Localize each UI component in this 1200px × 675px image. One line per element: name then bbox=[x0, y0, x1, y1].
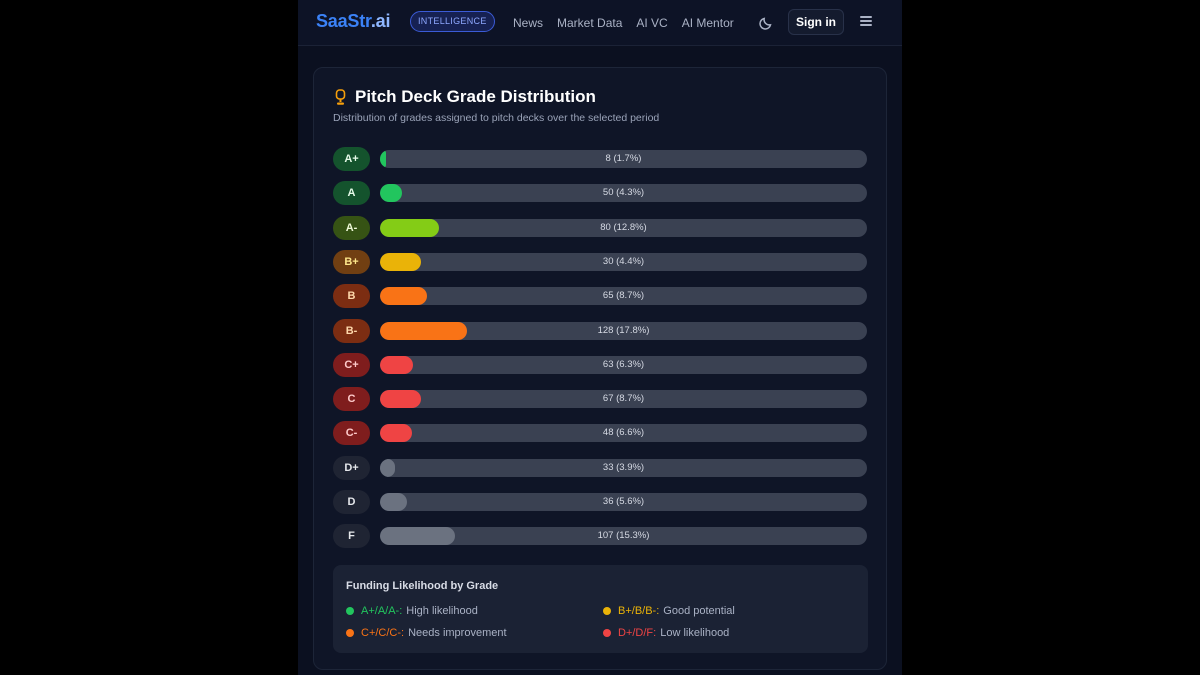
grade-row: B- 128 (17.8%) bbox=[333, 319, 869, 343]
grade-bar-track: 67 (8.7%) bbox=[380, 390, 867, 408]
moon-icon[interactable] bbox=[758, 13, 776, 31]
grade-badge: C bbox=[333, 387, 370, 411]
grade-count-label: 107 (15.3%) bbox=[597, 530, 650, 541]
grade-badge: B- bbox=[333, 319, 370, 343]
grade-row: A- 80 (12.8%) bbox=[333, 216, 869, 240]
grade-count-label: 48 (6.6%) bbox=[602, 427, 645, 438]
grade-bar-track: 33 (3.9%) bbox=[380, 459, 867, 477]
grade-bar-fill bbox=[380, 287, 427, 305]
legend-dot bbox=[346, 607, 354, 615]
grade-count-label: 30 (4.4%) bbox=[602, 256, 645, 267]
nav-link-ai-mentor[interactable]: AI Mentor bbox=[681, 16, 734, 30]
grade-bar-fill bbox=[380, 493, 407, 511]
grade-bar-track: 128 (17.8%) bbox=[380, 322, 867, 340]
legend-grades: C+/C/C-: bbox=[361, 627, 405, 639]
grade-count-label: 65 (8.7%) bbox=[602, 290, 645, 301]
sign-in-button[interactable]: Sign in bbox=[788, 9, 844, 35]
grade-row: B 65 (8.7%) bbox=[333, 284, 869, 308]
grade-bar-track: 48 (6.6%) bbox=[380, 424, 867, 442]
grade-count-label: 80 (12.8%) bbox=[600, 222, 647, 233]
grade-bar-fill bbox=[380, 253, 421, 271]
grade-row: C 67 (8.7%) bbox=[333, 387, 869, 411]
legend-item: D+/D/F: Low likelihood bbox=[603, 627, 729, 639]
hamburger-menu-icon[interactable] bbox=[860, 16, 872, 28]
top-nav: SaaStr.ai INTELLIGENCE News Market Data … bbox=[298, 0, 902, 46]
grade-count-label: 50 (4.3%) bbox=[602, 187, 645, 198]
grade-bar-fill bbox=[380, 527, 455, 545]
grade-bar-track: 80 (12.8%) bbox=[380, 219, 867, 237]
grade-row: C+ 63 (6.3%) bbox=[333, 353, 869, 377]
card-header: Pitch Deck Grade Distribution bbox=[334, 87, 596, 107]
legend-label: High likelihood bbox=[406, 605, 478, 617]
grade-count-label: 36 (5.6%) bbox=[602, 496, 645, 507]
grade-badge: C- bbox=[333, 421, 370, 445]
legend-dot bbox=[346, 629, 354, 637]
grade-bar-fill bbox=[380, 390, 421, 408]
grade-distribution-card: Pitch Deck Grade Distribution Distributi… bbox=[313, 67, 887, 670]
legend-grades: A+/A/A-: bbox=[361, 605, 403, 617]
grade-bar-track: 50 (4.3%) bbox=[380, 184, 867, 202]
grade-bar-fill bbox=[380, 150, 386, 168]
grade-badge: D+ bbox=[333, 456, 370, 480]
legend-item: B+/B/B-: Good potential bbox=[603, 605, 735, 617]
legend-item: A+/A/A-: High likelihood bbox=[346, 605, 478, 617]
legend-item: C+/C/C-: Needs improvement bbox=[346, 627, 507, 639]
nav-link-market-data[interactable]: Market Data bbox=[557, 16, 623, 30]
grade-row: A 50 (4.3%) bbox=[333, 181, 869, 205]
legend-dot bbox=[603, 607, 611, 615]
logo[interactable]: SaaStr.ai bbox=[316, 11, 391, 31]
intelligence-badge: INTELLIGENCE bbox=[410, 11, 495, 32]
grade-badge: C+ bbox=[333, 353, 370, 377]
legend-label: Needs improvement bbox=[408, 627, 507, 639]
grade-row: F 107 (15.3%) bbox=[333, 524, 869, 548]
nav-link-news[interactable]: News bbox=[513, 16, 544, 30]
grade-bar-track: 36 (5.6%) bbox=[380, 493, 867, 511]
grade-row: D+ 33 (3.9%) bbox=[333, 456, 869, 480]
grade-bar-fill bbox=[380, 322, 467, 340]
grade-badge: A+ bbox=[333, 147, 370, 171]
grade-count-label: 63 (6.3%) bbox=[602, 359, 645, 370]
legend-grades: D+/D/F: bbox=[618, 627, 657, 639]
grade-count-label: 128 (17.8%) bbox=[597, 325, 650, 336]
grade-badge: B+ bbox=[333, 250, 370, 274]
grade-count-label: 33 (3.9%) bbox=[602, 462, 645, 473]
legend-label: Low likelihood bbox=[660, 627, 730, 639]
legend-label: Good potential bbox=[663, 605, 735, 617]
grade-bar-fill bbox=[380, 219, 439, 237]
grade-bar-fill bbox=[380, 184, 402, 202]
grade-bar-track: 63 (6.3%) bbox=[380, 356, 867, 374]
grade-bar-track: 8 (1.7%) bbox=[380, 150, 867, 168]
app-window: SaaStr.ai INTELLIGENCE News Market Data … bbox=[298, 0, 902, 675]
grade-bar-fill bbox=[380, 356, 413, 374]
legend-dot bbox=[603, 629, 611, 637]
nav-links: News Market Data AI VC AI Mentor bbox=[513, 16, 734, 30]
legend-title: Funding Likelihood by Grade bbox=[346, 580, 499, 592]
grade-badge: A bbox=[333, 181, 370, 205]
grade-badge: D bbox=[333, 490, 370, 514]
grade-badge: B bbox=[333, 284, 370, 308]
card-title: Pitch Deck Grade Distribution bbox=[355, 87, 596, 106]
nav-link-ai-vc[interactable]: AI VC bbox=[636, 16, 668, 30]
grade-bar-track: 30 (4.4%) bbox=[380, 253, 867, 271]
grade-row: A+ 8 (1.7%) bbox=[333, 147, 869, 171]
grade-bar-fill bbox=[380, 424, 412, 442]
card-subtitle: Distribution of grades assigned to pitch… bbox=[333, 112, 660, 124]
grade-row: C- 48 (6.6%) bbox=[333, 421, 869, 445]
legend-grades: B+/B/B-: bbox=[618, 605, 660, 617]
trophy-icon bbox=[335, 88, 346, 105]
grade-badge: A- bbox=[333, 216, 370, 240]
grade-bar-fill bbox=[380, 459, 395, 477]
grade-bar-track: 107 (15.3%) bbox=[380, 527, 867, 545]
grade-row: D 36 (5.6%) bbox=[333, 490, 869, 514]
grade-badge: F bbox=[333, 524, 370, 548]
grade-count-label: 67 (8.7%) bbox=[602, 393, 645, 404]
funding-legend: Funding Likelihood by Grade A+/A/A-: Hig… bbox=[333, 565, 868, 653]
grade-bar-track: 65 (8.7%) bbox=[380, 287, 867, 305]
grade-count-label: 8 (1.7%) bbox=[605, 153, 642, 164]
grade-row: B+ 30 (4.4%) bbox=[333, 250, 869, 274]
